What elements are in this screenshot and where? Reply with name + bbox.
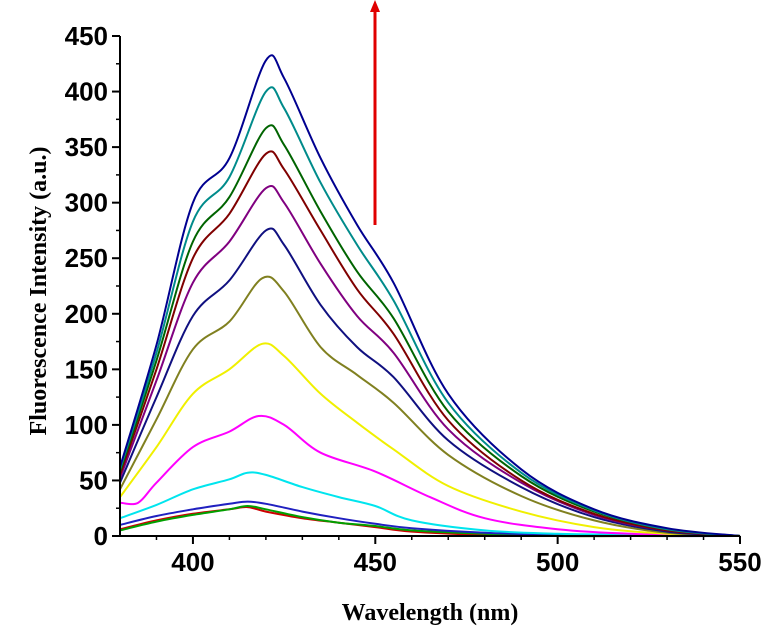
y-tick-label: 200 bbox=[65, 299, 108, 329]
x-tick-label: 400 bbox=[171, 547, 214, 577]
x-tick-label: 450 bbox=[354, 547, 397, 577]
y-tick-label: 350 bbox=[65, 132, 108, 162]
y-tick-label: 450 bbox=[65, 21, 108, 51]
axis-layer bbox=[119, 36, 740, 537]
y-ticks: 0 50 100 150 200 250 300 350 400 450 bbox=[65, 21, 120, 551]
x-tick-label: 550 bbox=[718, 547, 761, 577]
increase-arrow bbox=[370, 0, 380, 225]
y-axis-title: Fluorescence Intensity (a.u.) bbox=[26, 147, 52, 436]
series-line-11 bbox=[119, 124, 741, 537]
series-line-5 bbox=[119, 414, 741, 537]
x-tick-label: 500 bbox=[536, 547, 579, 577]
y-tick-label: 50 bbox=[79, 465, 108, 495]
series-line-6 bbox=[119, 342, 741, 537]
series-line-13 bbox=[119, 54, 741, 537]
y-tick-label: 0 bbox=[94, 521, 108, 551]
series-line-12 bbox=[119, 86, 741, 537]
series-line-3 bbox=[119, 500, 741, 538]
y-tick-label: 300 bbox=[65, 188, 108, 218]
series-layer bbox=[119, 54, 741, 538]
series-line-4 bbox=[119, 471, 741, 537]
series-line-7 bbox=[119, 275, 741, 537]
increase-arrow-head bbox=[370, 0, 380, 12]
y-tick-label: 250 bbox=[65, 243, 108, 273]
x-ticks: 400 450 500 550 bbox=[155, 536, 762, 577]
y-tick-label: 100 bbox=[65, 410, 108, 440]
series-line-8 bbox=[119, 227, 741, 537]
series-line-10 bbox=[119, 150, 741, 537]
y-tick-label: 400 bbox=[65, 77, 108, 107]
y-tick-label: 150 bbox=[65, 354, 108, 384]
series-line-9 bbox=[119, 184, 741, 537]
x-axis-title: Wavelength (nm) bbox=[342, 600, 519, 626]
